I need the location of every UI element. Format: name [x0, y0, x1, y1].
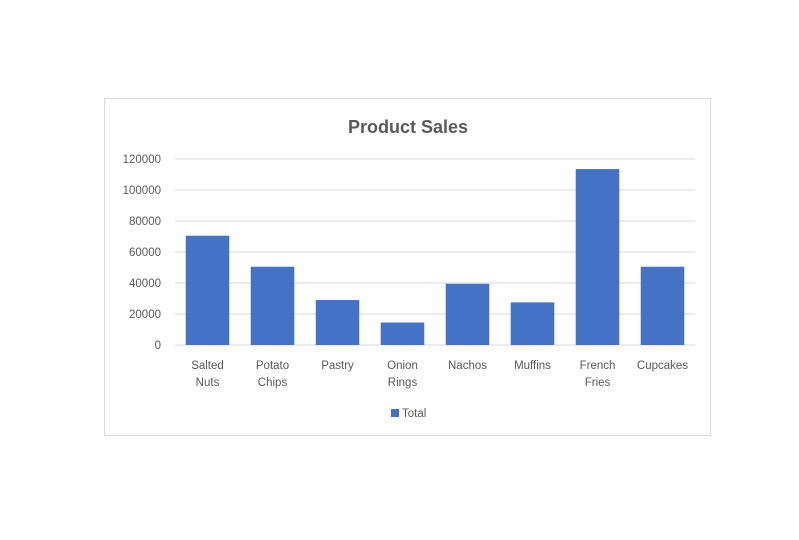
bar-onion-rings: [380, 322, 425, 345]
chart-svg: Product Sales 0 20000 40000 60000 80000 10000…: [123, 117, 695, 420]
x-category-label-line: Cupcakes: [637, 360, 688, 372]
x-category-label: Salted Nuts: [191, 360, 224, 389]
chart-frame: Product Sales 0 20000 40000 60000 80000 10000…: [104, 98, 711, 436]
x-category-label-line: Chips: [258, 377, 288, 389]
x-category-label-line: Muffins: [514, 360, 551, 372]
x-category-label-line: Nachos: [448, 360, 487, 372]
bar-layer: [185, 169, 685, 345]
x-category-label: Pastry: [321, 360, 354, 372]
bar-nachos: [445, 283, 490, 345]
x-category-label-line: Nuts: [196, 377, 220, 389]
bar-pastry: [315, 300, 360, 345]
chart-title: Product Sales: [348, 117, 468, 137]
y-tick-label: 120000: [123, 154, 161, 166]
x-category-label-line: French: [580, 360, 616, 372]
x-category-label-line: Fries: [585, 377, 611, 389]
y-tick-label: 80000: [129, 216, 161, 228]
x-category-label: Nachos: [448, 360, 487, 372]
y-tick-label: 100000: [123, 185, 161, 197]
x-category-label: French Fries: [580, 360, 616, 389]
x-category-label: Potato Chips: [256, 360, 289, 389]
x-category-label-line: Salted: [191, 360, 224, 372]
legend-label: Total: [402, 408, 426, 420]
bar-muffins: [510, 302, 555, 345]
x-category-label: Onion Rings: [387, 360, 418, 389]
x-category-label-line: Pastry: [321, 360, 354, 372]
x-category-label-line: Rings: [388, 377, 418, 389]
x-category-label: Muffins: [514, 360, 551, 372]
x-axis-labels: Salted Nuts Potato Chips Pastry Onion Rings Nac…: [191, 360, 688, 389]
x-category-label-line: Onion: [387, 360, 418, 372]
y-tick-label: 20000: [129, 309, 161, 321]
x-category-label-line: Potato: [256, 360, 289, 372]
x-category-label: Cupcakes: [637, 360, 688, 372]
bar-potato-chips: [250, 266, 295, 345]
y-tick-label: 40000: [129, 278, 161, 290]
y-tick-label: 60000: [129, 247, 161, 259]
legend: Total: [391, 408, 426, 420]
bar-salted-nuts: [185, 235, 230, 345]
bar-cupcakes: [640, 266, 685, 345]
y-tick-label: 0: [155, 340, 161, 352]
legend-swatch: [391, 409, 399, 417]
y-axis-ticks: 0 20000 40000 60000 80000 100000 120000: [123, 154, 161, 352]
bar-french-fries: [575, 169, 620, 345]
